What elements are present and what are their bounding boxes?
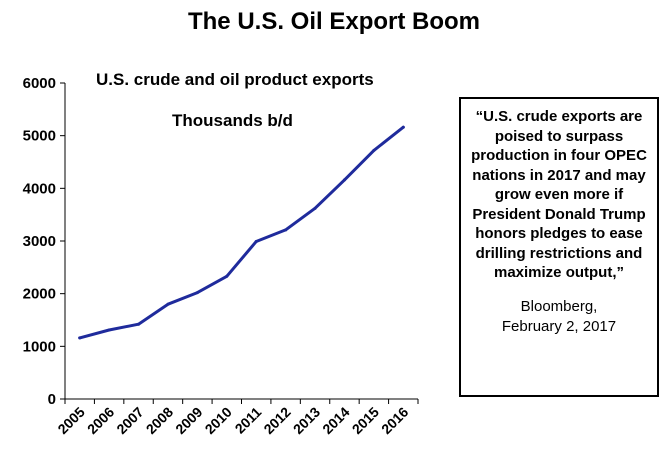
data-point [284, 228, 288, 232]
y-tick-label: 2000 [23, 286, 56, 303]
data-point [254, 240, 258, 244]
data-point [313, 206, 317, 210]
x-tick-label: 2013 [290, 404, 323, 437]
data-point [107, 328, 111, 332]
y-tick-label: 1000 [23, 338, 56, 355]
x-tick-label: 2009 [172, 404, 205, 437]
x-tick-label: 2012 [260, 404, 293, 437]
x-tick-label: 2007 [113, 404, 146, 437]
y-tick-label: 4000 [23, 180, 56, 197]
x-tick-label: 2011 [232, 404, 265, 437]
x-tick-label: 2008 [143, 404, 176, 437]
x-tick-label: 2006 [84, 404, 117, 437]
y-axis-ticks: 0 1000 2000 3000 4000 5000 6000 [23, 75, 65, 408]
series-line [78, 125, 405, 340]
y-tick-label: 3000 [23, 233, 56, 250]
data-point [137, 322, 141, 326]
x-tick-label: 2015 [349, 404, 382, 437]
chart-subtitle: U.S. crude and oil product exports [96, 70, 374, 89]
y-tick-label: 5000 [23, 128, 56, 145]
data-point [342, 178, 346, 182]
data-point [166, 302, 170, 306]
data-point [225, 274, 229, 278]
data-point [401, 125, 405, 129]
quote-source-publisher: Bloomberg, [520, 297, 598, 315]
x-axis-ticks: 2005200620072008200920102011201220132014… [54, 399, 419, 437]
y-tick-label: 0 [48, 391, 56, 408]
chart-title: The U.S. Oil Export Boom [187, 8, 481, 35]
x-tick-label: 2005 [54, 404, 87, 437]
quote-source: Bloomberg, February 2, 2017 [467, 297, 651, 337]
quote-text: “U.S. crude exports are poised to surpas… [471, 108, 647, 281]
data-point [78, 336, 82, 340]
quote-source-date: February 2, 2017 [501, 317, 617, 335]
x-tick-label: 2016 [378, 404, 411, 437]
chart-axes [64, 83, 418, 400]
x-tick-label: 2014 [319, 404, 352, 437]
data-point [372, 148, 376, 152]
y-tick-label: 6000 [23, 75, 56, 92]
quote-box: “U.S. crude exports are poised to surpas… [459, 97, 659, 397]
chart-series [78, 125, 405, 340]
y-axis-unit-label: Thousands b/d [172, 111, 293, 130]
x-tick-label: 2010 [202, 404, 235, 437]
data-point [195, 291, 199, 295]
